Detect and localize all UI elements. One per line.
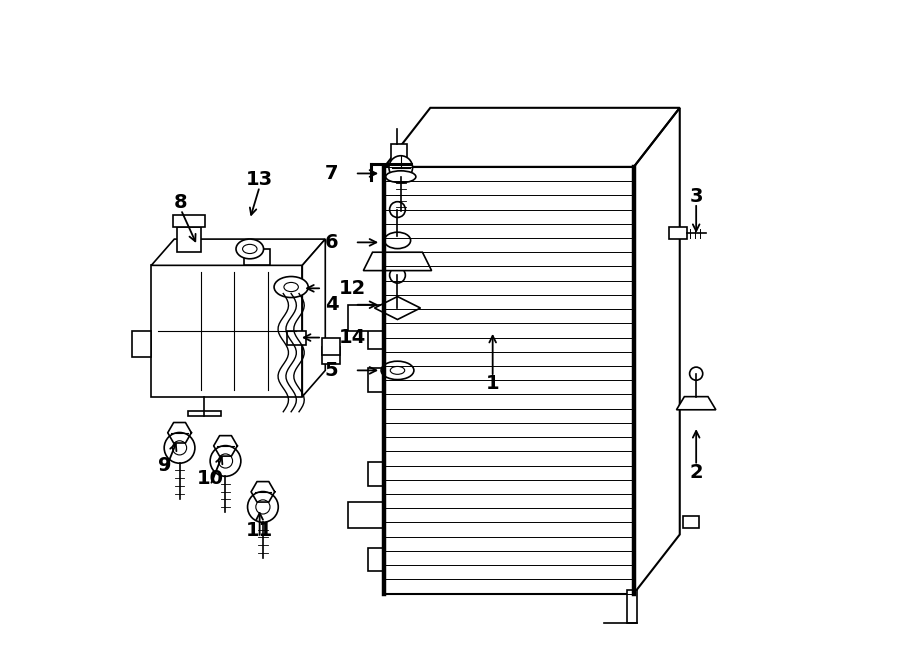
Circle shape: [219, 454, 232, 468]
Bar: [368, 547, 384, 571]
Circle shape: [256, 500, 270, 514]
Bar: [669, 227, 687, 239]
Bar: [391, 144, 408, 167]
Ellipse shape: [274, 277, 308, 297]
Circle shape: [389, 156, 412, 179]
Polygon shape: [677, 397, 716, 410]
Bar: [244, 249, 270, 265]
Bar: [177, 227, 201, 252]
Circle shape: [390, 202, 405, 217]
Circle shape: [689, 367, 703, 380]
Polygon shape: [151, 239, 325, 265]
Text: 12: 12: [338, 279, 365, 298]
Bar: [384, 167, 634, 594]
Circle shape: [390, 267, 405, 283]
Bar: [151, 265, 302, 397]
Circle shape: [164, 432, 195, 463]
Text: 5: 5: [325, 361, 338, 380]
Bar: [188, 411, 220, 416]
Bar: [627, 591, 637, 623]
Text: 8: 8: [174, 193, 188, 212]
Text: 2: 2: [689, 463, 703, 482]
Text: 14: 14: [338, 328, 365, 347]
Polygon shape: [374, 297, 420, 320]
Text: 3: 3: [689, 187, 703, 206]
Text: 13: 13: [246, 170, 274, 189]
Text: 6: 6: [325, 233, 338, 252]
Polygon shape: [167, 422, 192, 443]
Bar: [131, 331, 151, 357]
Text: 9: 9: [158, 455, 171, 475]
Text: 7: 7: [325, 164, 338, 183]
Bar: [368, 369, 384, 392]
Circle shape: [173, 441, 186, 455]
Text: 10: 10: [197, 469, 224, 488]
Circle shape: [210, 446, 241, 477]
Ellipse shape: [384, 232, 410, 249]
Polygon shape: [251, 481, 274, 502]
Text: 1: 1: [486, 375, 500, 393]
Bar: [348, 305, 384, 331]
Bar: [322, 348, 340, 364]
Ellipse shape: [391, 367, 405, 374]
Bar: [683, 516, 699, 528]
Bar: [322, 338, 340, 355]
Bar: [173, 215, 205, 227]
Text: 11: 11: [246, 522, 274, 540]
Polygon shape: [213, 436, 238, 456]
Bar: [348, 502, 384, 528]
Ellipse shape: [386, 171, 416, 183]
Ellipse shape: [243, 244, 257, 254]
Ellipse shape: [284, 283, 299, 292]
Bar: [368, 326, 384, 350]
Bar: [368, 462, 384, 486]
Ellipse shape: [381, 361, 414, 379]
Circle shape: [248, 492, 278, 522]
Polygon shape: [364, 252, 432, 271]
Ellipse shape: [236, 239, 264, 259]
Text: 4: 4: [325, 295, 338, 314]
Polygon shape: [302, 239, 325, 397]
Bar: [287, 331, 306, 346]
